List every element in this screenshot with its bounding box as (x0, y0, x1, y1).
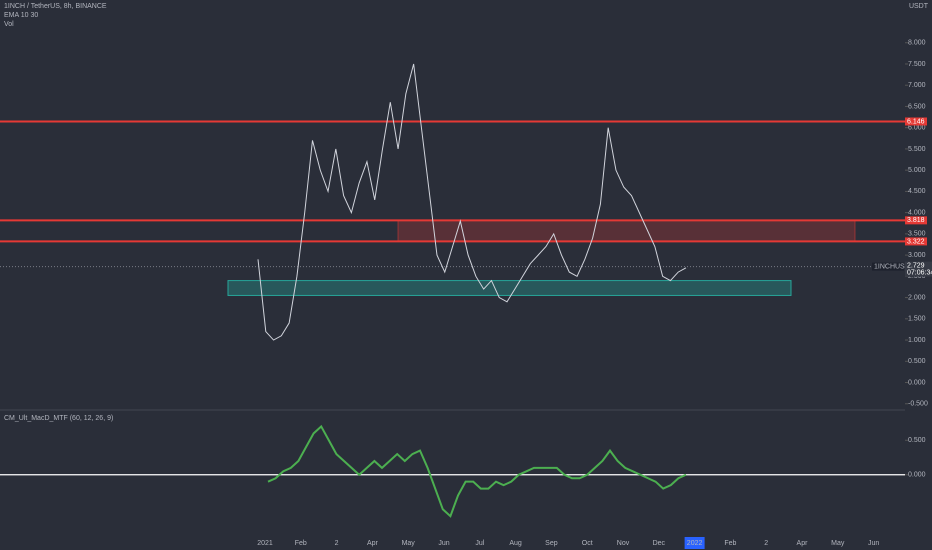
y-tick-label: 1.000 (908, 337, 926, 344)
x-tick-label: Dec (653, 540, 666, 547)
x-tick-label: Sep (545, 540, 558, 547)
x-tick-label: Apr (367, 540, 379, 547)
resistance-zone (397, 219, 856, 242)
y-tick-label: 3.000 (908, 252, 926, 259)
x-tick-label: Apr (797, 540, 809, 547)
y-tick-label: 5.500 (908, 146, 926, 153)
x-tick-label: 2021 (257, 540, 273, 547)
level-label: 3.818 (907, 217, 925, 224)
countdown: 07:06:34 (907, 269, 932, 276)
x-tick-label: Feb (724, 540, 736, 547)
price-line (257, 63, 687, 341)
chart-title: 1INCH / TetherUS, 8h, BINANCE (4, 3, 107, 10)
y-tick-label: 3.500 (908, 231, 926, 238)
x-tick-label: Nov (617, 540, 630, 547)
x-tick-label: Jun (868, 540, 879, 547)
price-tag (905, 261, 932, 277)
level-tag (905, 216, 927, 225)
indicator-label: EMA 10 30 (4, 12, 38, 19)
last-price-label: 2.729 (907, 262, 925, 269)
level-label: 3.322 (907, 238, 925, 245)
x-tick-label: 2022 (687, 540, 703, 547)
y-tick-label: 4.000 (908, 209, 926, 216)
x-tick-label: Jul (475, 540, 484, 547)
y-tick-label: 8.000 (908, 40, 926, 47)
level-label: 6.146 (907, 118, 925, 125)
support-zone (227, 280, 792, 296)
y-tick-label: 7.000 (908, 82, 926, 89)
y-tick-label: 6.000 (908, 125, 926, 132)
symbol-tag (872, 262, 904, 271)
macd-tick-label: 0.500 (908, 437, 926, 444)
x-tick-label: Oct (582, 540, 593, 547)
x-tick-label: 2 (335, 540, 339, 547)
y-tick-label: 4.500 (908, 188, 926, 195)
y-tick-label: 0.000 (908, 379, 926, 386)
y-tick-label: 1.500 (908, 316, 926, 323)
x-tick-label: Jun (438, 540, 449, 547)
x-tick-label: Aug (509, 540, 522, 547)
y-tick-label: -0.500 (908, 401, 928, 408)
macd-title: CM_Ult_MacD_MTF (60, 12, 26, 9) (4, 415, 113, 422)
currency: USDT (909, 3, 929, 10)
current-year-box (684, 537, 705, 549)
y-tick-label: 6.500 (908, 103, 926, 110)
macd-tick-label: 0.000 (908, 472, 926, 479)
y-tick-label: 7.500 (908, 61, 926, 68)
x-tick-label: May (831, 540, 845, 547)
x-tick-label: Feb (295, 540, 307, 547)
level-tag (905, 237, 927, 246)
y-tick-label: 5.000 (908, 167, 926, 174)
x-tick-label: May (402, 540, 416, 547)
x-tick-label: 2 (764, 540, 768, 547)
y-tick-label: 0.500 (908, 358, 926, 365)
symbol-label: 1INCHUSDT (874, 263, 915, 270)
level-tag (905, 117, 927, 126)
y-tick-label: 2.000 (908, 294, 926, 301)
y-tick-label: 2.500 (908, 273, 926, 280)
macd-line (267, 424, 687, 518)
indicator-label: Vol (4, 21, 14, 28)
